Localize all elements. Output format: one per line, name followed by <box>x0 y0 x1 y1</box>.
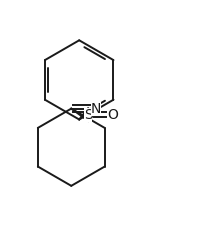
Text: O: O <box>108 108 118 122</box>
Text: N: N <box>91 102 101 116</box>
Text: S: S <box>84 108 92 122</box>
